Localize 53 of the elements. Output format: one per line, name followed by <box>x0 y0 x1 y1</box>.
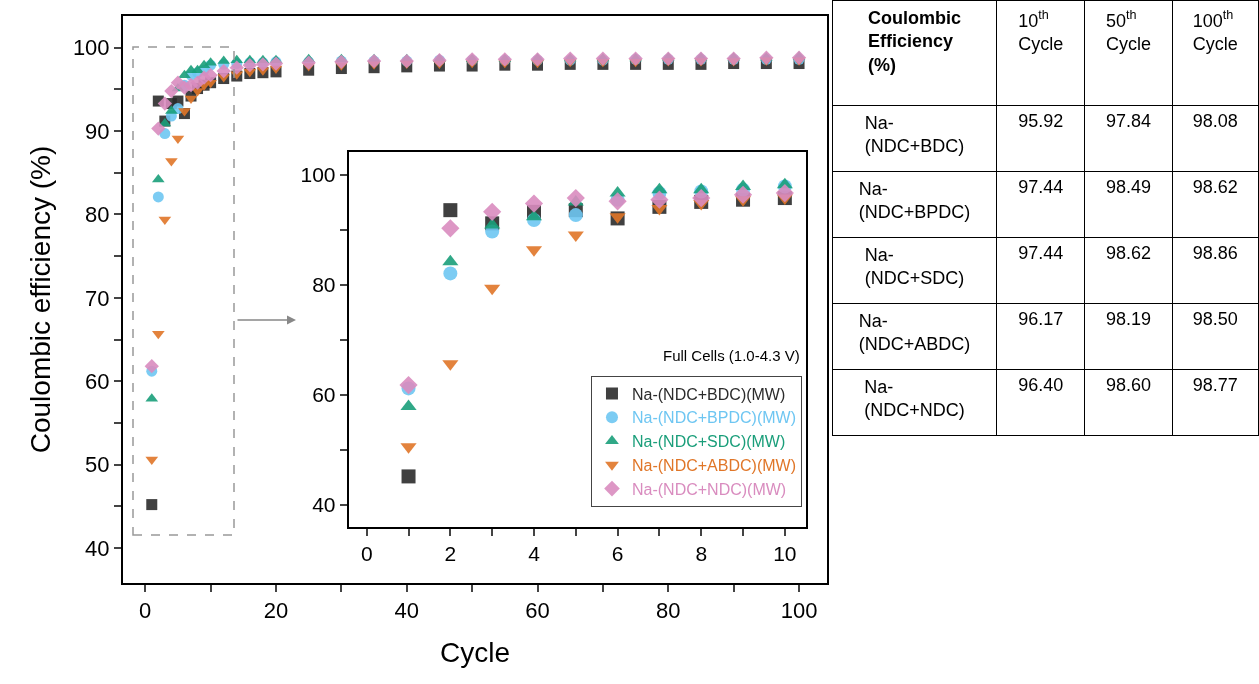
x-tick-label: 8 <box>695 542 708 566</box>
y-tick-label: 70 <box>85 285 110 311</box>
data-label: 98.62 <box>1105 242 1152 263</box>
x-tick-label: 50$^{th}$ Cycle <box>1106 8 1152 54</box>
x-tick-label: 20 <box>263 598 289 624</box>
data-label: 98.08 <box>1192 110 1238 131</box>
data-label: 98.86 <box>1192 242 1238 263</box>
data-label: 98.50 <box>1192 308 1238 329</box>
y-axis-title: Coulombic Efficiency (%) <box>868 8 962 75</box>
x-tick-label: 10$^{th}$ Cycle <box>1018 8 1064 54</box>
y-tick-label: 90 <box>85 118 110 144</box>
data-label: 95.92 <box>1018 110 1064 131</box>
x-tick-label: 10 <box>773 542 797 566</box>
y-tick-label: Na-(NDC+NDC) <box>864 377 965 421</box>
y-tick-label: Na-(NDC+BPDC) <box>858 179 971 223</box>
legend-label: Na-(NDC+NDC)(MW) <box>631 480 787 498</box>
x-tick-label: 40 <box>394 598 420 624</box>
data-label: 98.77 <box>1192 374 1238 395</box>
data-label: 96.40 <box>1018 374 1064 395</box>
y-tick-label: 40 <box>312 493 336 517</box>
y-tick-label: 80 <box>85 202 110 228</box>
x-axis-title: Cycle <box>440 636 511 668</box>
data-label: 98.60 <box>1105 374 1152 395</box>
x-tick-label: 100 <box>780 598 818 624</box>
data-label: 98.19 <box>1105 308 1152 329</box>
x-tick-label: 0 <box>139 598 152 624</box>
data-label: 98.49 <box>1105 176 1152 197</box>
y-tick-label: 80 <box>312 273 336 297</box>
y-tick-label: Na-(NDC+BDC) <box>864 113 965 157</box>
y-tick-label: Na-(NDC+SDC) <box>864 245 965 289</box>
data-label: 98.62 <box>1192 176 1238 197</box>
annotation: Full Cells (1.0-4.3 V) <box>663 347 800 364</box>
y-axis-title: Coulombic efficiency (%) <box>25 145 57 454</box>
x-tick-label: 100$^{th}$ Cycle <box>1192 8 1238 54</box>
x-tick-label: 80 <box>656 598 681 624</box>
x-tick-label: 4 <box>528 542 541 566</box>
x-tick-label: 60 <box>525 598 550 624</box>
legend-label: Na-(NDC+SDC)(MW) <box>631 433 786 451</box>
x-tick-label: 2 <box>444 542 457 566</box>
y-tick-label: 50 <box>85 452 110 478</box>
data-label: 97.44 <box>1018 242 1064 263</box>
legend-label: Na-(NDC+ABDC)(MW) <box>631 457 796 475</box>
legend-label: Na-(NDC+BDC)(MW) <box>631 385 786 403</box>
y-tick-label: Na-(NDC+ABDC) <box>858 311 971 355</box>
y-tick-label: 100 <box>300 163 336 187</box>
data-label: 96.17 <box>1018 308 1064 329</box>
data-label: 97.84 <box>1105 110 1152 131</box>
x-tick-label: 6 <box>611 542 624 566</box>
legend-label: Na-(NDC+BPDC)(MW) <box>631 409 796 427</box>
data-label: 97.44 <box>1018 176 1064 197</box>
x-tick-label: 0 <box>360 542 373 566</box>
y-tick-label: 60 <box>312 383 336 407</box>
y-tick-label: 60 <box>85 368 110 394</box>
